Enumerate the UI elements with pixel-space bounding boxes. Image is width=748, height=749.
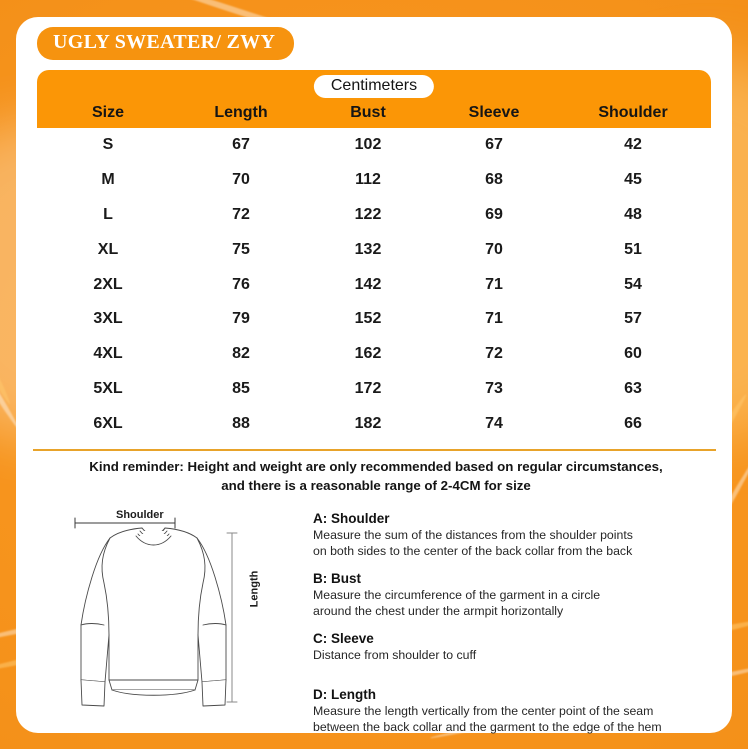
cell-bust: 102 [354,136,382,154]
reminder-line-2: and there is a reasonable range of 2-4CM… [221,478,531,493]
table-row: 3XL 79 152 71 57 [37,302,711,337]
cell-size: S [102,136,114,154]
column-header-sleeve: Sleeve [468,104,520,121]
measurement-line-1: Measure the length vertically from the c… [313,703,654,718]
cell-bust: 112 [355,171,381,189]
cell-size: 5XL [93,379,123,397]
sweater-diagram [52,505,302,720]
cell-bust: 142 [354,275,382,293]
cell-bust: 162 [354,345,382,363]
section-divider [33,449,716,451]
column-header-length: Length [214,104,268,121]
measurement-line-1: Measure the sum of the distances from th… [313,528,633,542]
cell-length: 85 [232,379,250,397]
cell-size: 3XL [93,310,123,328]
cell-shoulder: 60 [624,345,642,363]
table-row: 4XL 82 162 72 60 [37,337,711,372]
table-row: XL 75 132 70 51 [37,232,711,267]
cell-length: 88 [232,414,250,432]
cell-size: M [101,171,115,189]
cell-length: 79 [232,310,250,328]
table-row: L 72 122 69 48 [37,198,711,233]
table-header: Centimeters Size Length Bust Sleeve Shou… [37,70,711,128]
cell-length: 67 [232,136,250,154]
measurement-heading: A: Shoulder [313,511,390,526]
measurement-heading: C: Sleeve [313,631,374,647]
table-header-row: Size Length Bust Sleeve Shoulder [37,104,711,122]
unit-badge: Centimeters [313,75,435,98]
cell-sleeve: 71 [485,310,503,328]
cell-size: 2XL [93,275,123,293]
cell-shoulder: 63 [624,379,642,397]
cell-sleeve: 73 [485,379,503,397]
measurement-block-shoulder: A: Shoulder Measure the sum of the dista… [313,510,713,559]
cell-sleeve: 67 [485,136,503,154]
cell-size: XL [97,240,119,258]
table-row: S 67 102 67 42 [37,128,711,163]
cell-bust: 172 [354,379,382,397]
measurement-heading: D: Length [313,686,376,702]
column-header-size: Size [91,104,124,121]
cell-sleeve: 74 [485,414,503,432]
cell-length: 72 [232,205,250,223]
figure-label-length: Length [248,567,261,611]
cell-shoulder: 66 [624,414,642,432]
measurement-heading: B: Bust [313,571,361,587]
measurement-line-1: Measure the circumference of the garment… [313,588,601,603]
cell-sleeve: 70 [485,240,503,258]
cell-size: L [103,205,113,223]
column-header-shoulder: Shoulder [598,104,668,121]
measurement-line-2: around the chest under the armpit horizo… [313,603,564,618]
measurement-line-2: between the back collar and the garment … [313,719,662,734]
column-header-bust: Bust [350,104,386,121]
measurement-block-bust: B: Bust Measure the circumference of the… [313,570,713,619]
table-body: S 67 102 67 42 M 70 112 68 45 L 72 122 6… [37,128,711,441]
cell-length: 76 [232,275,250,293]
table-row: 2XL 76 142 71 54 [37,267,711,302]
measurement-guide: A: Shoulder Measure the sum of the dista… [313,510,713,746]
table-row: 6XL 88 182 74 66 [37,406,711,441]
cell-size: 6XL [93,414,123,432]
cell-length: 82 [232,345,250,363]
cell-bust: 152 [354,310,382,328]
table-row: 5XL 85 172 73 63 [37,372,711,407]
measurement-line-2: on both sides to the center of the back … [313,543,633,558]
cell-shoulder: 48 [624,205,642,223]
cell-shoulder: 42 [624,136,642,154]
reminder-line-1: Kind reminder: Height and weight are onl… [89,459,663,474]
cell-bust: 182 [354,414,382,432]
cell-sleeve: 71 [485,275,503,293]
size-table: Centimeters Size Length Bust Sleeve Shou… [37,70,711,441]
cell-size: 4XL [93,345,123,363]
cell-sleeve: 69 [485,205,503,223]
kind-reminder: Kind reminder: Height and weight are onl… [34,457,718,495]
page-title: UGLY SWEATER/ ZWY [53,31,276,53]
cell-length: 75 [232,240,250,258]
figure-label-shoulder: Shoulder [113,509,167,521]
product-title-badge: UGLY SWEATER/ ZWY [37,27,295,60]
cell-bust: 122 [354,205,382,223]
table-row: M 70 112 68 45 [37,163,711,198]
cell-length: 70 [232,171,250,189]
cell-sleeve: 68 [485,171,503,189]
measurement-line-1: Distance from shoulder to cuff [313,648,477,663]
cell-sleeve: 72 [485,345,503,363]
cell-shoulder: 54 [624,275,642,293]
cell-shoulder: 57 [624,310,642,328]
cell-bust: 132 [354,240,382,258]
measurement-block-sleeve: C: Sleeve Distance from shoulder to cuff [313,630,713,664]
unit-label: Centimeters [330,77,418,94]
measurement-block-length: D: Length Measure the length vertically … [313,686,713,735]
cell-shoulder: 51 [624,240,642,258]
cell-shoulder: 45 [624,171,642,189]
